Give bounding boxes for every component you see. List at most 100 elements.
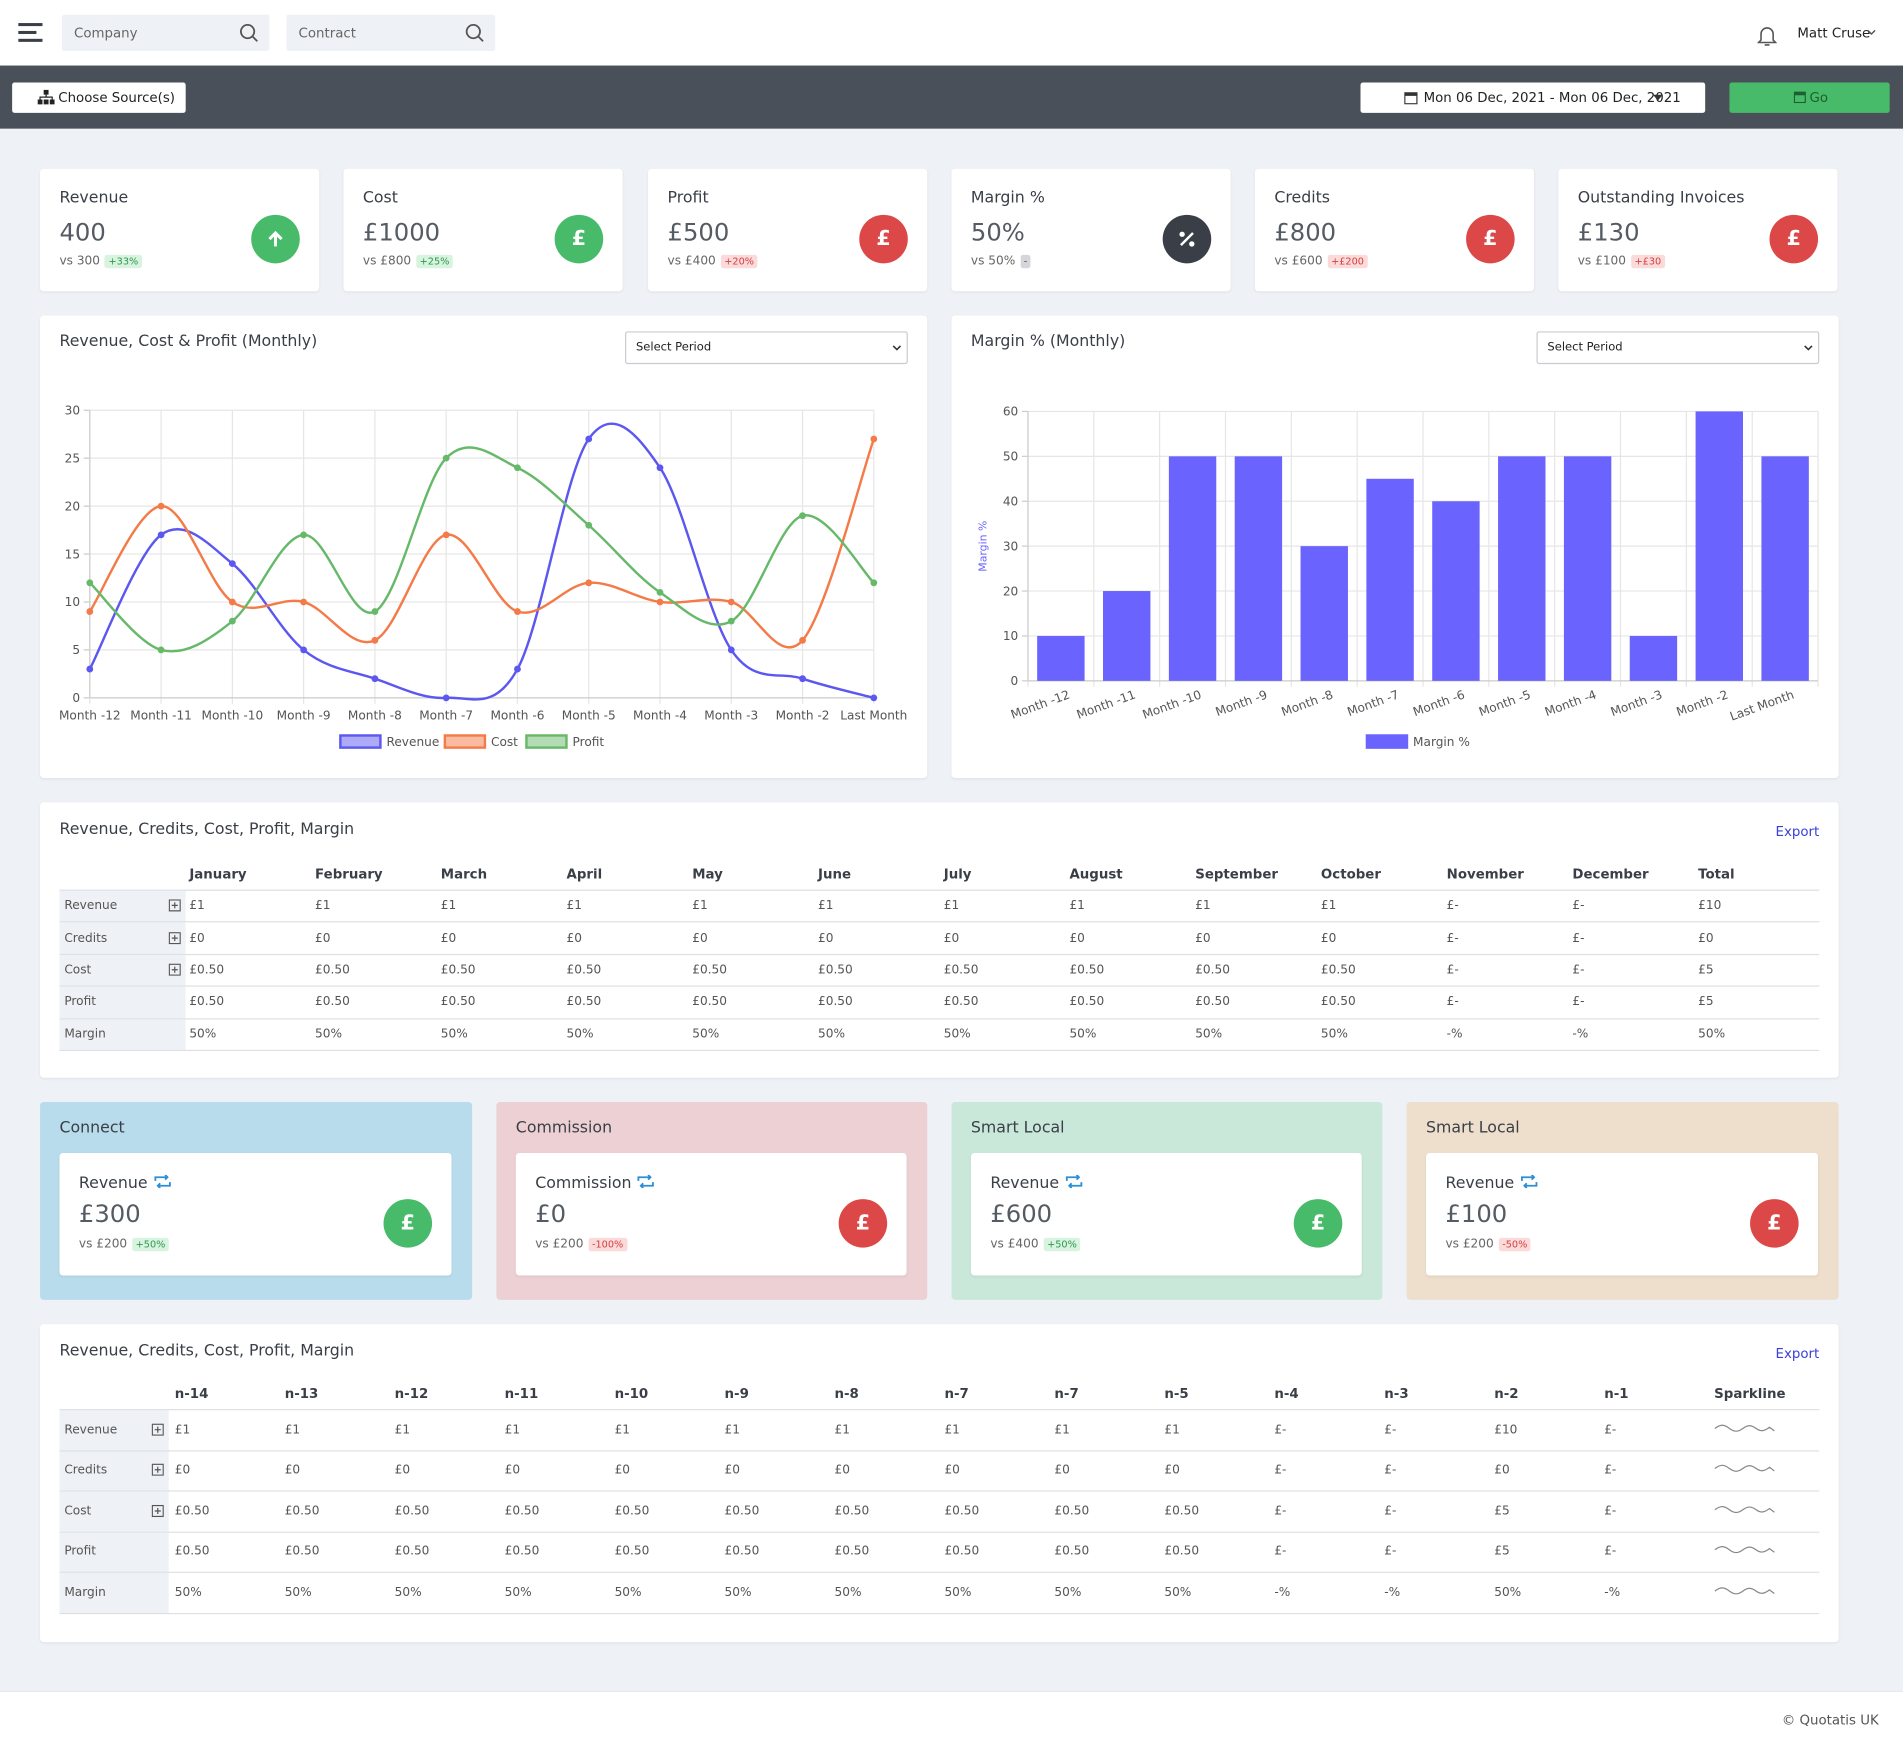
caret [1804, 345, 1813, 351]
user-menu[interactable]: Matt Cruse [1797, 25, 1871, 42]
compare-text: vs £800 [362, 254, 412, 269]
kpi-card: Cost £1000 vs £800 +25% £ [343, 168, 623, 292]
kpi-card: Revenue 400 vs 300 +33% [40, 168, 320, 292]
column-header: n-4 [1274, 1385, 1299, 1402]
kpi-compare: vs £100 +£30 [1578, 254, 1665, 269]
icon-circle: £ [1750, 1199, 1799, 1248]
icon-circle: £ [859, 214, 908, 264]
expand-icon[interactable] [151, 1504, 164, 1517]
caret [1867, 29, 1876, 36]
table-cell: £- [1384, 1504, 1397, 1518]
table-cell: £0.50 [1195, 995, 1230, 1010]
data-point [300, 598, 308, 606]
button-label: Choose Source(s) [58, 89, 176, 106]
expand-icon[interactable] [151, 1463, 164, 1477]
notification-bell[interactable] [1757, 24, 1777, 46]
bar [1629, 635, 1678, 681]
table-cell: 50% [189, 1027, 217, 1042]
export-link[interactable]: Export [1775, 824, 1820, 840]
row-divider [59, 1049, 1820, 1052]
data-point [870, 435, 878, 443]
source-name: Commission [515, 1118, 613, 1138]
table-cell: £1 [284, 1423, 301, 1437]
plus [171, 902, 178, 909]
kpi-compare: vs 50% - [971, 254, 1031, 269]
table-cell: 50% [315, 1027, 343, 1042]
data-point [228, 598, 236, 606]
y-tick-label: 5 [72, 643, 80, 657]
y-tick-label: 10 [1003, 629, 1018, 643]
row-divider [59, 1612, 1820, 1614]
data-point [157, 502, 165, 510]
data-point [514, 464, 521, 472]
data-point [799, 636, 806, 644]
metric-value: £600 [990, 1199, 1053, 1229]
data-point [300, 646, 308, 654]
table-cell: £1 [315, 899, 331, 913]
data-point [300, 531, 308, 539]
data-point [727, 598, 735, 606]
table-cell: £0.50 [1054, 1504, 1090, 1518]
icon-text: £ [855, 1211, 871, 1236]
sparkline-path [1714, 1465, 1776, 1473]
row-label: Margin [64, 1027, 106, 1042]
expand-icon[interactable] [168, 931, 181, 944]
table-cell: 50% [1054, 1585, 1082, 1600]
expand-icon[interactable] [168, 963, 181, 976]
row-label: Profit [64, 995, 96, 1010]
table-cell: £1 [692, 899, 708, 913]
icon-text: £ [1786, 226, 1801, 252]
table-cell: £0.50 [943, 963, 979, 977]
table-title: Revenue, Credits, Cost, Profit, Margin [59, 1342, 355, 1361]
table-cell: £0.50 [315, 995, 350, 1010]
go-button[interactable]: Go [1729, 82, 1890, 113]
table-cell: £0 [174, 1463, 191, 1478]
table-cell: £1 [834, 1423, 850, 1437]
table-cell: £0.50 [944, 1504, 980, 1518]
compare-text: vs £200 [535, 1237, 584, 1252]
table-cell: £0 [943, 931, 960, 945]
column-header: November [1446, 866, 1524, 883]
table-cell: £0.50 [1195, 963, 1230, 977]
percent-icon [1179, 231, 1195, 247]
table-cell: £0.50 [614, 1504, 650, 1518]
select-text: Select Period [635, 341, 712, 355]
data-point [371, 636, 379, 644]
x-tick-label: Last Month [840, 709, 907, 723]
source-name: Smart Local [970, 1118, 1065, 1138]
expand-icon[interactable] [168, 899, 181, 912]
contract-search[interactable]: Contract [286, 14, 496, 51]
table-cell: -% [1446, 1027, 1463, 1042]
kpi-value: £130 [1577, 217, 1640, 247]
kpi-card: Credits £800 vs £600 +£200 £ [1254, 168, 1535, 292]
row-divider [59, 1571, 1820, 1573]
table-cell: £1 [504, 1423, 521, 1437]
metric-compare: vs £200 +50% [79, 1237, 170, 1251]
chart-panel: Revenue, Cost & Profit (Monthly) Select P… [40, 315, 928, 778]
source-metric-card: Revenue £300 vs £200 +50% £ [59, 1152, 452, 1276]
table-cell: £0.50 [394, 1545, 430, 1559]
period-select[interactable]: Select Period [1536, 331, 1820, 365]
sparkline-path [1714, 1586, 1776, 1595]
table-cell: £0.50 [394, 1504, 430, 1518]
table-cell: £0.50 [1069, 963, 1105, 977]
choose-sources-button[interactable]: Choose Source(s) [12, 82, 186, 113]
export-link[interactable]: Export [1775, 1345, 1820, 1362]
data-point [157, 531, 165, 539]
menu-icon[interactable] [18, 21, 45, 45]
row-label: Credits [64, 1463, 108, 1478]
table-cell: £0 [1195, 931, 1211, 945]
table-cell: 50% [1195, 1027, 1223, 1042]
date-range-picker[interactable]: Mon 06 Dec, 2021 - Mon 06 Dec, 2021 [1360, 82, 1706, 113]
legend-label: Cost [491, 735, 518, 749]
dot [1189, 241, 1195, 247]
table-cell: £- [1274, 1423, 1287, 1437]
table-cell: 50% [174, 1585, 202, 1600]
period-select[interactable]: Select Period [625, 331, 908, 365]
company-search[interactable]: Company [61, 14, 270, 51]
table-cell: £0.50 [440, 995, 476, 1010]
table-cell: £- [1384, 1423, 1397, 1437]
expand-icon[interactable] [151, 1423, 164, 1436]
bar [1498, 456, 1546, 681]
